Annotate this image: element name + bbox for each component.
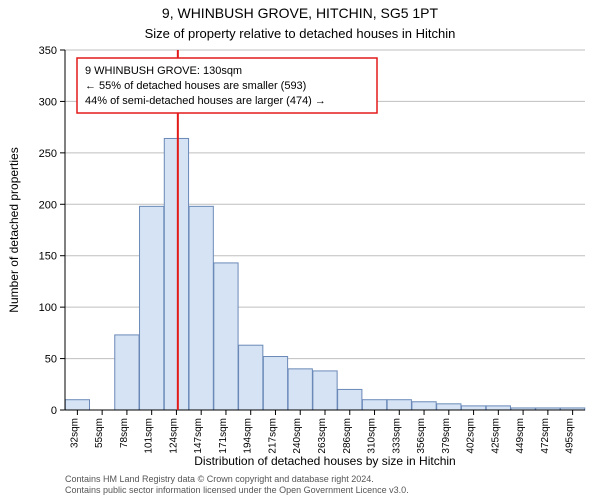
annotation-line: ← 55% of detached houses are smaller (59…	[85, 80, 306, 92]
ytick-label: 250	[39, 148, 57, 160]
histogram-bar	[338, 389, 362, 410]
histogram-bar	[115, 335, 139, 410]
xtick-label: 263sqm	[317, 418, 328, 454]
footnote-line: Contains HM Land Registry data © Crown c…	[65, 474, 374, 484]
xtick-label: 240sqm	[292, 418, 303, 454]
histogram-bar	[140, 206, 164, 410]
xtick-label: 286sqm	[342, 418, 353, 454]
xtick-label: 55sqm	[94, 418, 105, 448]
histogram-bar	[313, 371, 337, 410]
histogram-bar	[263, 357, 287, 410]
y-axis-label: Number of detached properties	[7, 147, 21, 312]
histogram-bar	[437, 404, 461, 410]
xtick-label: 171sqm	[218, 418, 229, 454]
xtick-label: 333sqm	[391, 418, 402, 454]
histogram-bar	[164, 138, 188, 410]
histogram-bar	[189, 206, 213, 410]
histogram-bar	[387, 400, 411, 410]
ytick-label: 300	[39, 96, 57, 108]
footnote-line: Contains public sector information licen…	[65, 485, 409, 495]
x-axis-label: Distribution of detached houses by size …	[194, 454, 455, 468]
xtick-label: 379sqm	[441, 418, 452, 454]
histogram-bar	[288, 369, 312, 410]
chart-title-main: 9, WHINBUSH GROVE, HITCHIN, SG5 1PT	[162, 5, 439, 21]
xtick-label: 147sqm	[193, 418, 204, 454]
chart-svg: 9, WHINBUSH GROVE, HITCHIN, SG5 1PT Size …	[0, 0, 600, 500]
chart-title-sub: Size of property relative to detached ho…	[145, 26, 456, 41]
xtick-label: 217sqm	[267, 418, 278, 454]
xtick-label: 495sqm	[565, 418, 576, 454]
ytick-label: 200	[39, 199, 57, 211]
xtick-label: 449sqm	[515, 418, 526, 454]
annotation-line: 9 WHINBUSH GROVE: 130sqm	[85, 65, 242, 77]
xtick-label: 101sqm	[144, 418, 155, 454]
histogram-chart: 9, WHINBUSH GROVE, HITCHIN, SG5 1PT Size …	[0, 0, 600, 500]
ytick-label: 50	[45, 354, 57, 366]
xtick-label: 78sqm	[119, 418, 130, 448]
ytick-label: 0	[51, 405, 57, 417]
xtick-label: 425sqm	[490, 418, 501, 454]
ytick-label: 350	[39, 45, 57, 57]
xtick-label: 32sqm	[69, 418, 80, 448]
histogram-bar	[214, 263, 238, 410]
histogram-bar	[461, 406, 485, 410]
histogram-bar	[65, 400, 89, 410]
histogram-bar	[362, 400, 386, 410]
xtick-label: 472sqm	[540, 418, 551, 454]
ytick-label: 100	[39, 302, 57, 314]
histogram-bar	[486, 406, 510, 410]
xtick-label: 124sqm	[168, 418, 179, 454]
xtick-label: 194sqm	[243, 418, 254, 454]
histogram-bar	[412, 402, 436, 410]
xtick-label: 356sqm	[416, 418, 427, 454]
xtick-label: 310sqm	[367, 418, 378, 454]
annotation-line: 44% of semi-detached houses are larger (…	[85, 95, 326, 107]
ytick-label: 150	[39, 251, 57, 263]
xtick-label: 402sqm	[466, 418, 477, 454]
histogram-bar	[239, 345, 263, 410]
